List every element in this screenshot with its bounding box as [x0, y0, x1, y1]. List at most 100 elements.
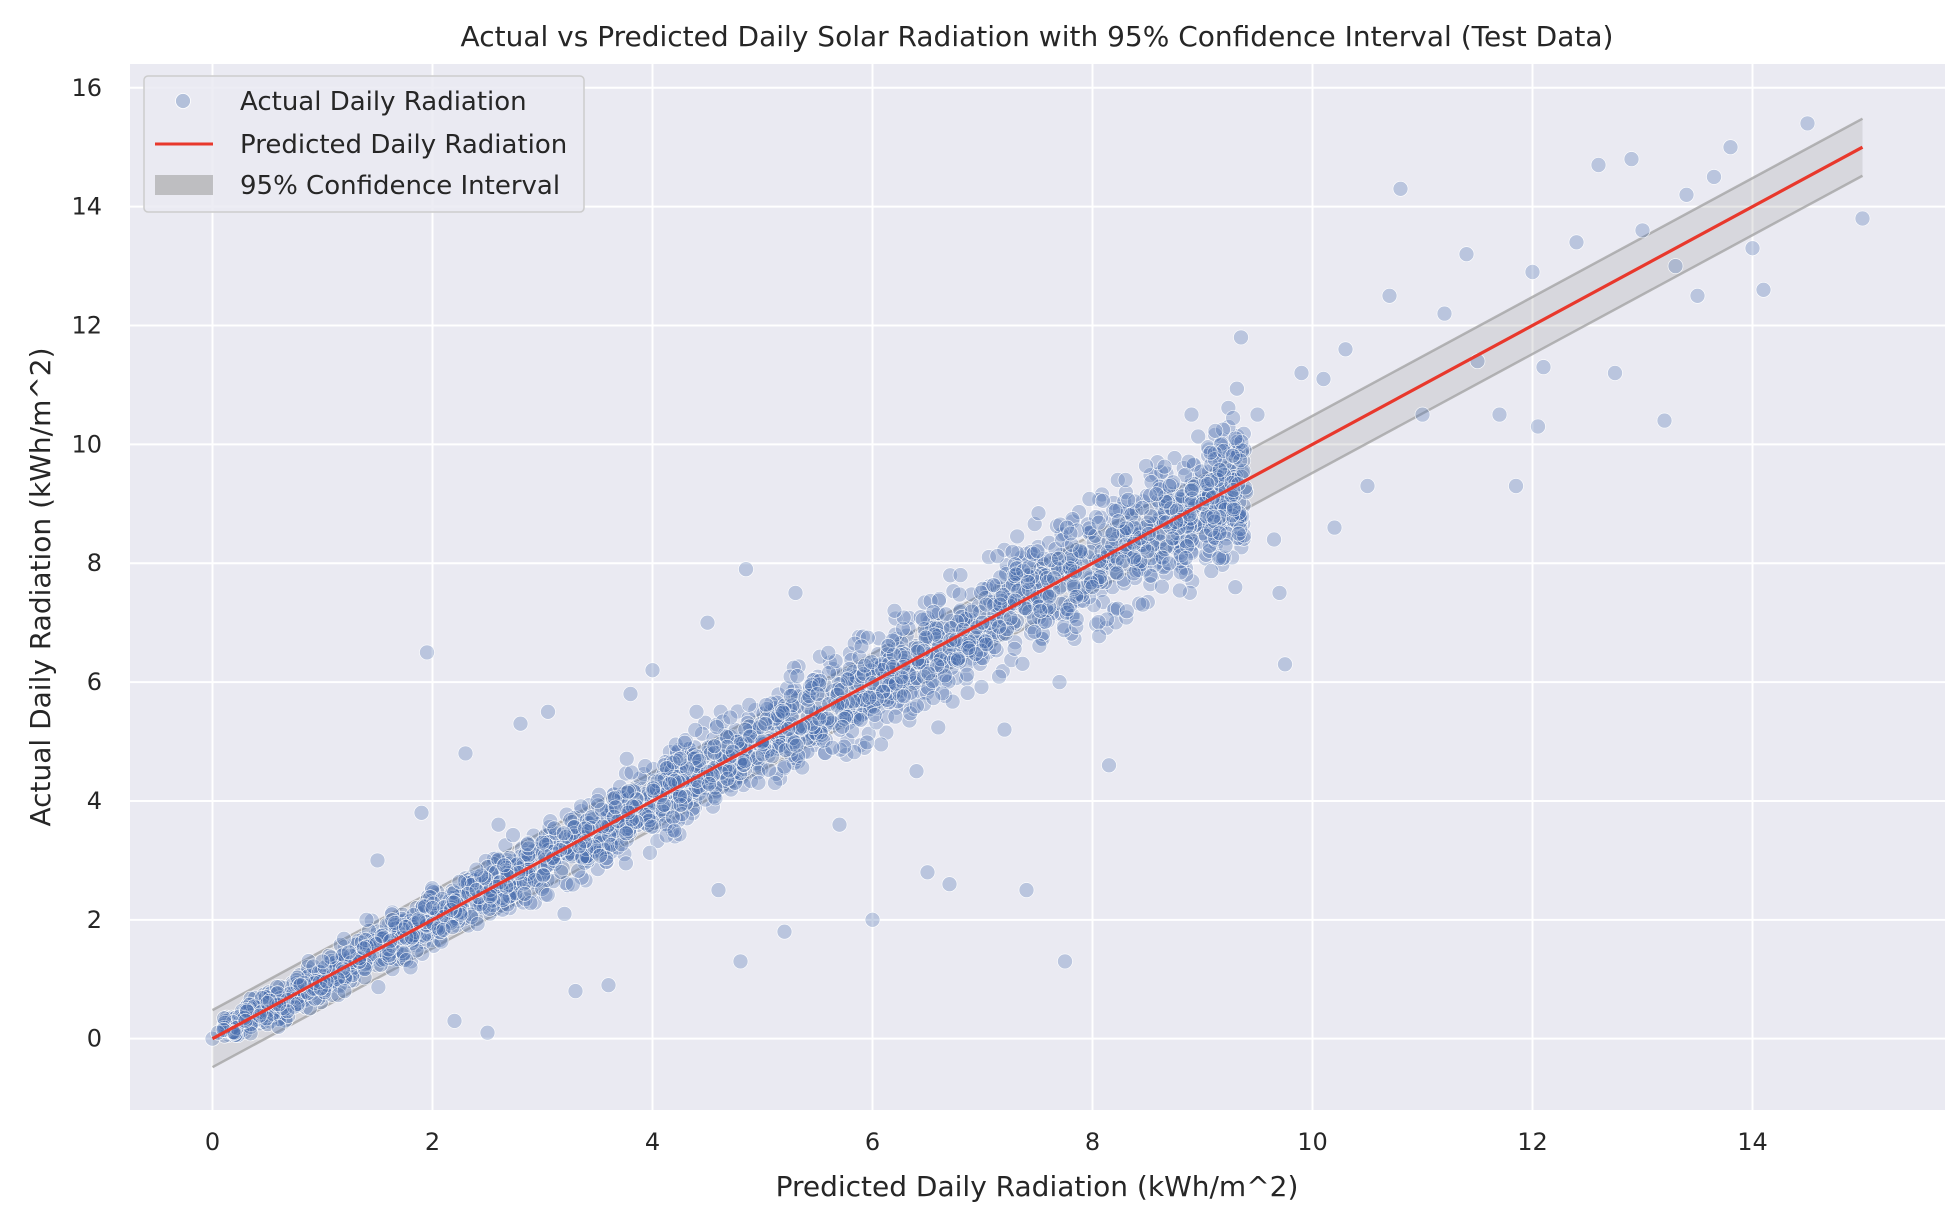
y-axis-label: Actual Daily Radiation (kWh/m^2) — [24, 347, 57, 826]
scatter-point — [512, 715, 529, 732]
scatter-point — [567, 983, 584, 999]
scatter-point — [1183, 406, 1200, 423]
scatter-point — [853, 638, 870, 655]
scatter-point — [1233, 329, 1249, 346]
scatter-point — [496, 857, 512, 874]
scatter-point — [859, 734, 875, 751]
scatter-point — [516, 886, 533, 902]
scatter-point — [1021, 559, 1037, 575]
scatter-point — [390, 951, 407, 968]
scatter-point — [490, 816, 507, 833]
scatter-point — [1180, 453, 1197, 470]
x-tick-label: 0 — [205, 1128, 220, 1156]
scatter-point — [1125, 565, 1142, 582]
scatter-point — [732, 953, 749, 970]
scatter-point — [1072, 543, 1088, 559]
scatter-point — [1142, 467, 1159, 483]
y-tick-label: 14 — [71, 193, 102, 221]
scatter-point — [622, 686, 639, 702]
scatter-point — [1229, 380, 1245, 397]
scatter-point — [963, 586, 980, 603]
scatter-point — [866, 707, 883, 723]
scatter-point — [701, 775, 718, 792]
scatter-point — [1117, 472, 1134, 488]
scatter-point — [750, 774, 767, 791]
legend-marker-actual — [175, 93, 191, 109]
scatter-point — [643, 818, 660, 835]
scatter-point — [1392, 181, 1409, 197]
x-tick-label: 14 — [1737, 1128, 1768, 1156]
scatter-point — [710, 882, 727, 898]
scatter-point — [314, 953, 331, 970]
scatter-point — [1053, 526, 1070, 543]
scatter-point — [637, 758, 654, 774]
scatter-point — [676, 734, 693, 751]
scatter-point — [834, 718, 851, 735]
scatter-point — [788, 737, 805, 754]
scatter-point — [1142, 567, 1159, 584]
scatter-point — [1138, 458, 1154, 474]
scatter-point — [981, 549, 997, 565]
scatter-point — [672, 750, 689, 767]
scatter-point — [1722, 139, 1739, 155]
scatter-point — [863, 654, 880, 670]
x-tick-labels: 0 2 4 6 8 10 12 14 — [205, 1128, 1768, 1156]
scatter-point — [794, 759, 811, 776]
scatter-point — [1184, 481, 1200, 498]
scatter-point — [1508, 478, 1524, 494]
scatter-point — [446, 1013, 463, 1029]
x-tick-label: 4 — [645, 1128, 660, 1156]
scatter-point — [1068, 588, 1085, 605]
scatter-point — [1667, 258, 1684, 274]
scatter-point — [1277, 656, 1293, 673]
scatter-point — [1139, 543, 1156, 560]
scatter-point — [959, 685, 976, 701]
scatter-point — [1071, 504, 1087, 520]
scatter-point — [1030, 505, 1047, 522]
scatter-point — [775, 704, 792, 721]
scatter-point — [1084, 579, 1101, 595]
scatter-point — [666, 822, 683, 839]
scatter-point — [1169, 555, 1185, 572]
scatter-point — [1854, 210, 1871, 227]
scatter-point — [1656, 412, 1673, 429]
scatter-point — [1095, 594, 1111, 610]
scatter-point — [672, 788, 688, 805]
scatter-point — [920, 665, 937, 682]
scatter-point — [1081, 491, 1098, 507]
scatter-point — [665, 809, 681, 826]
scatter-point — [721, 762, 738, 779]
scatter-point — [468, 861, 485, 878]
scatter-point — [1119, 603, 1135, 620]
scatter-point — [951, 586, 968, 603]
scatter-point — [1109, 565, 1125, 582]
scatter-point — [618, 855, 634, 872]
scatter-point — [1059, 601, 1076, 618]
scatter-point — [469, 916, 486, 932]
scatter-point — [1271, 585, 1288, 601]
scatter-point — [1142, 576, 1159, 593]
scatter-point — [893, 669, 910, 686]
scatter-point — [1175, 460, 1192, 476]
scatter-point — [1020, 574, 1036, 590]
scatter-point — [1224, 447, 1241, 464]
y-tick-label: 0 — [87, 1025, 102, 1053]
scatter-point — [540, 703, 556, 720]
scatter-point — [887, 708, 904, 725]
scatter-point — [1178, 550, 1194, 566]
scatter-point — [424, 900, 441, 916]
scatter-point — [573, 798, 589, 815]
scatter-point — [1706, 169, 1722, 185]
ci-upper-bound — [211, 117, 1864, 1012]
scatter-point — [1090, 514, 1107, 531]
scatter-point — [555, 825, 572, 842]
scatter-point — [991, 668, 1007, 685]
scatter-point — [1799, 115, 1816, 132]
y-tick-label: 8 — [87, 549, 102, 577]
scatter-point — [413, 804, 430, 821]
scatter-point — [880, 638, 897, 654]
scatter-point — [1190, 428, 1206, 445]
scatter-point — [1081, 524, 1098, 541]
scatter-point — [539, 887, 556, 903]
